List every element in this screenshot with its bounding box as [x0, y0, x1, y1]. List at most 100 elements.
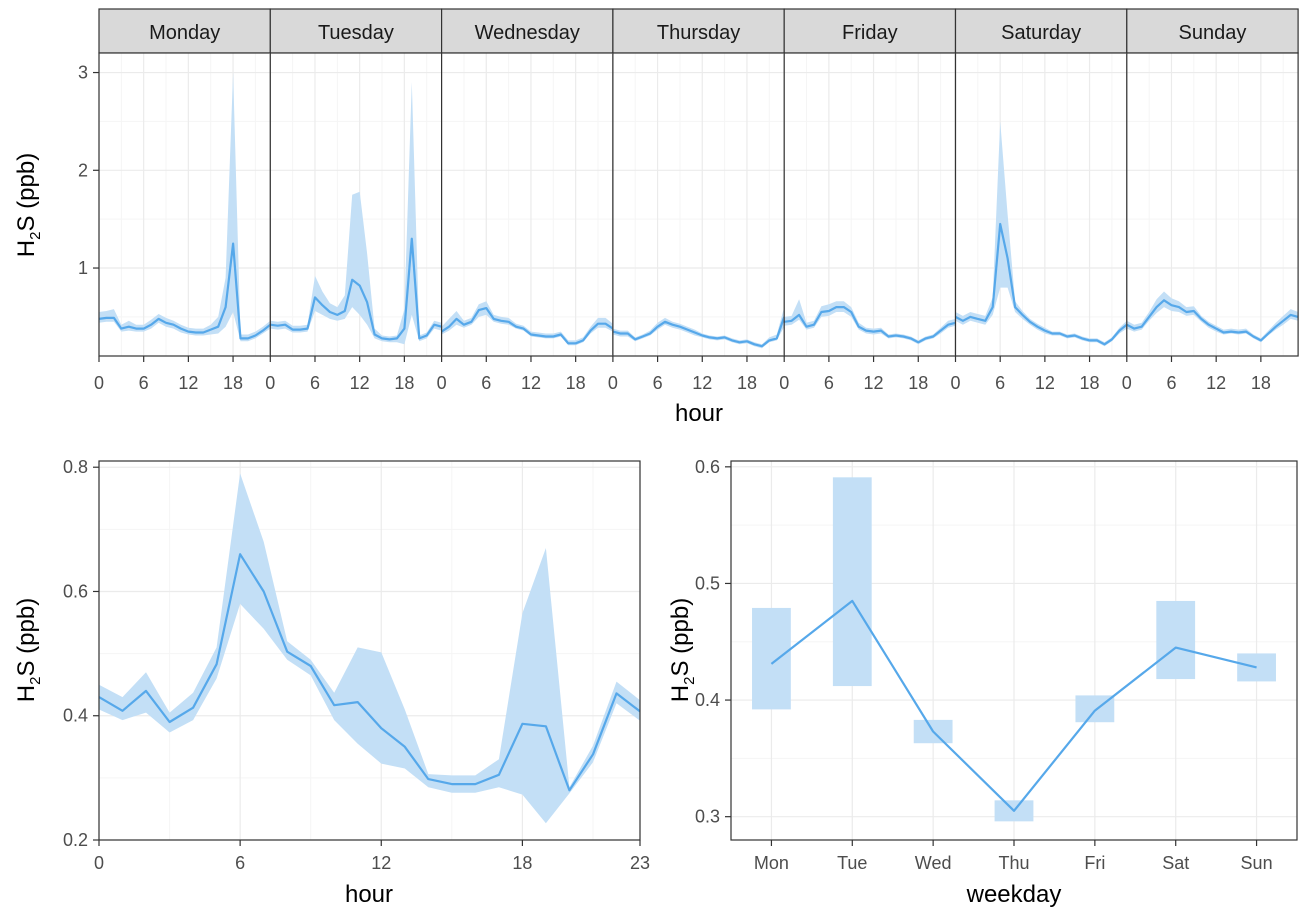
x-tick-label: 12: [1206, 373, 1226, 393]
x-tick-label: Thu: [998, 853, 1029, 873]
x-axis-title: weekday: [966, 881, 1062, 908]
x-tick-label: 6: [481, 373, 491, 393]
y-tick-label: 2: [78, 160, 88, 180]
y-tick-label: 0.2: [63, 830, 88, 850]
y-tick-label: 0.4: [63, 706, 88, 726]
y-tick-label: 0.5: [695, 573, 720, 593]
confidence-band: [441, 301, 613, 346]
x-tick-label: 18: [223, 373, 243, 393]
facet-strip: [1126, 8, 1299, 54]
interval-bar-mon: [752, 607, 791, 710]
y-axis-title: H2S (ppb): [13, 153, 44, 257]
x-tick-label: 6: [235, 853, 245, 873]
facet-strip: [612, 8, 785, 54]
x-tick-label: Sat: [1162, 853, 1189, 873]
facet-border: [1126, 52, 1299, 357]
facet-strip: [98, 8, 271, 54]
x-tick-label: 12: [521, 373, 541, 393]
y-axis-title: H2S (ppb): [13, 598, 44, 702]
x-tick-label: 0: [94, 373, 104, 393]
y-axis-title: H2S (ppb): [667, 598, 698, 702]
facet-background: [99, 53, 271, 356]
x-tick-label: Mon: [754, 853, 789, 873]
x-tick-label: 0: [608, 373, 618, 393]
x-tick-label: 18: [512, 853, 532, 873]
x-tick-label: 12: [864, 373, 884, 393]
facet-strip: [954, 8, 1128, 54]
confidence-band: [955, 121, 1127, 347]
x-tick-label: 18: [908, 373, 928, 393]
x-tick-label: Tue: [837, 853, 867, 873]
x-tick-label: 0: [265, 373, 275, 393]
confidence-band: [270, 82, 442, 345]
y-tick-label: 0.8: [63, 457, 88, 477]
series-line: [98, 553, 641, 792]
facet-strip-label: Friday: [842, 22, 898, 44]
x-tick-label: 0: [950, 373, 960, 393]
y-tick-label: 1: [78, 258, 88, 278]
x-tick-label: Wed: [915, 853, 952, 873]
x-tick-label: 12: [371, 853, 391, 873]
series-line: [98, 242, 271, 340]
facet-strip-label: Monday: [149, 22, 220, 44]
x-axis-title: hour: [675, 400, 723, 427]
facet-background: [441, 53, 613, 356]
confidence-band: [99, 473, 640, 824]
facet-sunday: Sunday 0 6 12 18: [1122, 8, 1299, 393]
x-tick-label: 18: [1251, 373, 1271, 393]
x-tick-label: 18: [737, 373, 757, 393]
facet-strip-label: Sunday: [1179, 22, 1247, 44]
series-line: [784, 306, 956, 344]
series-line: [1126, 299, 1299, 342]
x-tick-label: 12: [1035, 373, 1055, 393]
facet-saturday: Saturday 0 6 12 18: [950, 8, 1128, 393]
x-tick-label: 23: [630, 853, 650, 873]
series-line: [954, 222, 1128, 346]
x-tick-label: 0: [1122, 373, 1132, 393]
x-tick-label: 12: [692, 373, 712, 393]
facet-tuesday: Tuesday 0 6 12 18: [265, 8, 443, 393]
x-tick-label: 18: [394, 373, 414, 393]
x-tick-label: 6: [824, 373, 834, 393]
series-line: [440, 307, 614, 345]
facet-friday: Friday 0 6 12 18: [779, 8, 957, 393]
facet-strip-label: Tuesday: [318, 22, 394, 44]
x-tick-label: 0: [94, 853, 104, 873]
x-tick-label: 18: [566, 373, 586, 393]
series-line: [612, 316, 786, 348]
facet-strip: [269, 8, 443, 54]
x-tick-label: 0: [779, 373, 789, 393]
y-tick-label: 0.6: [63, 581, 88, 601]
facet-background: [784, 53, 956, 356]
y-tick-label: 0.6: [695, 457, 720, 477]
facet-strip-label: Saturday: [1001, 22, 1081, 44]
x-tick-label: 6: [310, 373, 320, 393]
facet-strip: [783, 8, 957, 54]
facet-wednesday: Wednesday 0 6 12 18: [437, 8, 614, 393]
series-line: [270, 237, 442, 341]
x-tick-label: 12: [350, 373, 370, 393]
y-tick-label: 0.3: [695, 807, 720, 827]
facet-background: [955, 53, 1127, 356]
y-tick-label: 0.4: [695, 690, 720, 710]
hour-chart: 0 6 12 18 23 0.2 0.4 0.6 0.8 hour H2S (ppb): [13, 457, 650, 908]
panel-border: [98, 460, 641, 841]
interval-bar-sat: [1156, 600, 1196, 680]
x-tick-label: 6: [139, 373, 149, 393]
facet-strip: [441, 8, 614, 54]
facet-monday: Monday 0 6 12 18: [94, 8, 271, 393]
y-tick-label: 3: [78, 63, 88, 83]
weekday-chart: Mon Tue Wed Thu Fri Sat Sun 0.3 0.4 0.5 0.6 weekday…: [667, 457, 1298, 908]
x-tick-label: Sun: [1241, 853, 1273, 873]
facet-background: [612, 53, 785, 356]
x-tick-label: 6: [653, 373, 663, 393]
facet-strip-label: Wednesday: [475, 22, 580, 44]
x-tick-label: 6: [995, 373, 1005, 393]
confidence-band: [99, 72, 271, 342]
x-tick-label: 18: [1080, 373, 1100, 393]
facet-thursday: Thursday 0 6 12 18: [608, 8, 786, 393]
x-tick-label: Fri: [1084, 853, 1105, 873]
series-line: [770, 599, 1257, 812]
